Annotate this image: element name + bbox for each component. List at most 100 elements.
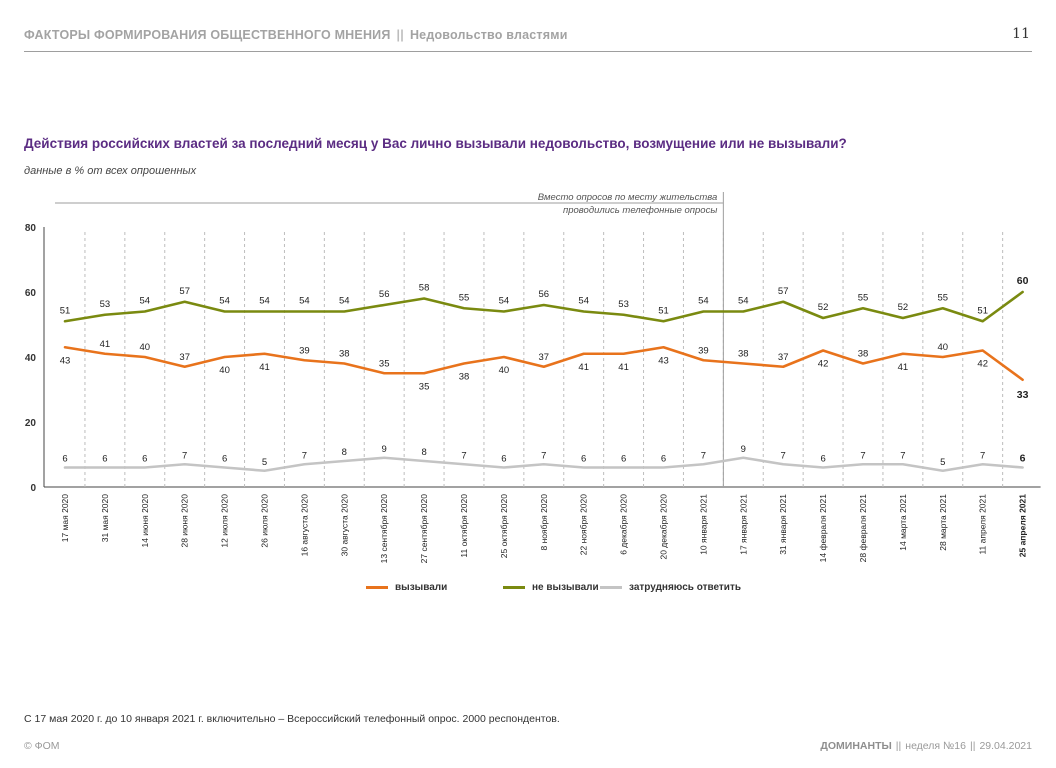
series-line — [63, 345, 1024, 382]
x-tick-label: 11 апреля 2021 — [978, 494, 988, 555]
data-label: 54 — [339, 296, 350, 307]
data-label: 51 — [977, 305, 988, 316]
data-label: 41 — [578, 362, 589, 373]
data-label: 57 — [778, 286, 789, 297]
x-tick-label: 30 августа 2020 — [339, 494, 349, 557]
x-tick-label: 14 февраля 2021 — [818, 494, 828, 563]
legend-swatch — [366, 586, 388, 589]
data-label: 37 — [539, 352, 550, 363]
page-header: ФАКТОРЫ ФОРМИРОВАНИЯ ОБЩЕСТВЕННОГО МНЕНИ… — [24, 26, 1032, 54]
data-label: 40 — [219, 365, 230, 376]
data-label: 56 — [379, 289, 390, 300]
data-label: 55 — [459, 292, 470, 303]
data-label: 9 — [382, 444, 387, 455]
data-label: 6 — [501, 454, 506, 465]
x-tick-label: 20 декабря 2020 — [659, 494, 669, 560]
data-label: 33 — [1017, 389, 1029, 401]
data-label: 53 — [618, 299, 629, 310]
x-tick-label: 14 июня 2020 — [140, 494, 150, 548]
header-divider — [24, 51, 1032, 52]
data-label: 7 — [182, 450, 187, 461]
data-label: 7 — [302, 450, 307, 461]
data-label: 38 — [459, 372, 470, 383]
footnote: С 17 мая 2020 г. до 10 января 2021 г. вк… — [24, 713, 560, 725]
data-label: 7 — [541, 450, 546, 461]
data-label: 38 — [858, 349, 869, 360]
legend-item: затрудняюсь ответить — [600, 582, 741, 593]
y-tick-label: 80 — [25, 223, 37, 234]
data-label: 54 — [140, 296, 151, 307]
data-label: 6 — [621, 454, 626, 465]
data-label: 8 — [342, 447, 347, 458]
x-tick-label: 31 января 2021 — [778, 494, 788, 555]
data-label: 35 — [419, 381, 430, 392]
data-label: 6 — [661, 454, 666, 465]
x-tick-label: 17 января 2021 — [738, 494, 748, 555]
data-label: 7 — [860, 450, 865, 461]
data-label: 6 — [581, 454, 586, 465]
annotation-text: Вместо опросов по месту жительства — [538, 192, 718, 203]
data-label: 53 — [100, 299, 111, 310]
x-tick-label: 28 февраля 2021 — [858, 494, 868, 563]
data-label: 6 — [222, 454, 227, 465]
x-tick-label: 31 мая 2020 — [100, 494, 110, 543]
data-label: 9 — [741, 444, 746, 455]
data-label: 38 — [339, 349, 350, 360]
data-label: 5 — [940, 457, 945, 468]
footer-brand: ДОМИНАНТЫ — [820, 740, 892, 752]
data-label: 43 — [658, 355, 669, 366]
data-label: 7 — [980, 450, 985, 461]
data-label: 52 — [898, 302, 909, 313]
data-label: 6 — [102, 454, 107, 465]
data-label: 7 — [701, 450, 706, 461]
series-line — [63, 456, 1024, 473]
data-label: 38 — [738, 349, 749, 360]
y-tick-label: 0 — [30, 483, 36, 494]
x-tick-label: 17 мая 2020 — [60, 494, 70, 543]
data-label: 52 — [818, 302, 829, 313]
x-tick-label: 13 сентября 2020 — [379, 494, 389, 564]
x-tick-label: 26 июля 2020 — [260, 494, 270, 548]
page-number: 11 — [1012, 26, 1030, 42]
data-label: 55 — [938, 292, 949, 303]
breadcrumb-separator: || — [396, 28, 404, 42]
x-tick-label: 6 декабря 2020 — [619, 494, 629, 555]
footer-info: ДОМИНАНТЫ || неделя №16 || 29.04.2021 — [820, 740, 1032, 752]
data-label: 8 — [421, 447, 426, 458]
data-label: 37 — [179, 352, 190, 363]
y-tick-label: 40 — [25, 353, 37, 364]
data-label: 54 — [259, 296, 270, 307]
footer-issue: неделя №16 — [905, 740, 966, 752]
x-tick-label: 12 июля 2020 — [220, 494, 230, 548]
legend-label: затрудняюсь ответить — [629, 582, 741, 593]
x-tick-label: 16 августа 2020 — [299, 494, 309, 557]
data-label: 6 — [1020, 453, 1026, 465]
data-label: 42 — [977, 359, 988, 370]
copyright: © ФОМ — [24, 740, 60, 752]
x-tick-label: 10 января 2021 — [698, 494, 708, 555]
footer-separator: || — [969, 740, 976, 752]
data-label: 56 — [539, 289, 550, 300]
data-label: 6 — [820, 454, 825, 465]
data-label: 57 — [179, 286, 190, 297]
annotation-text: проводились телефонные опросы — [563, 205, 717, 216]
chart-title: Действия российских властей за последний… — [24, 136, 847, 151]
line-chart: 0 20 40 60 80 Вместо опросов по месту жительс… — [25, 192, 1041, 564]
data-label: 54 — [578, 296, 589, 307]
data-label: 42 — [818, 359, 829, 370]
data-label: 40 — [938, 342, 949, 353]
x-tick-label: 25 апреля 2021 — [1018, 494, 1028, 557]
x-tick-label: 25 октября 2020 — [499, 494, 509, 558]
data-label: 51 — [60, 305, 71, 316]
data-label: 35 — [379, 358, 390, 369]
x-tick-label: 27 сентября 2020 — [419, 494, 429, 564]
chart-subtitle: данные в % от всех опрошенных — [24, 165, 197, 177]
data-label: 7 — [461, 450, 466, 461]
data-label: 58 — [419, 283, 430, 294]
data-label: 60 — [1017, 275, 1029, 287]
data-label: 6 — [142, 454, 147, 465]
data-label: 54 — [219, 296, 230, 307]
data-label: 41 — [259, 362, 270, 373]
footer-separator: || — [895, 740, 902, 752]
legend-item: вызывали — [366, 582, 447, 593]
